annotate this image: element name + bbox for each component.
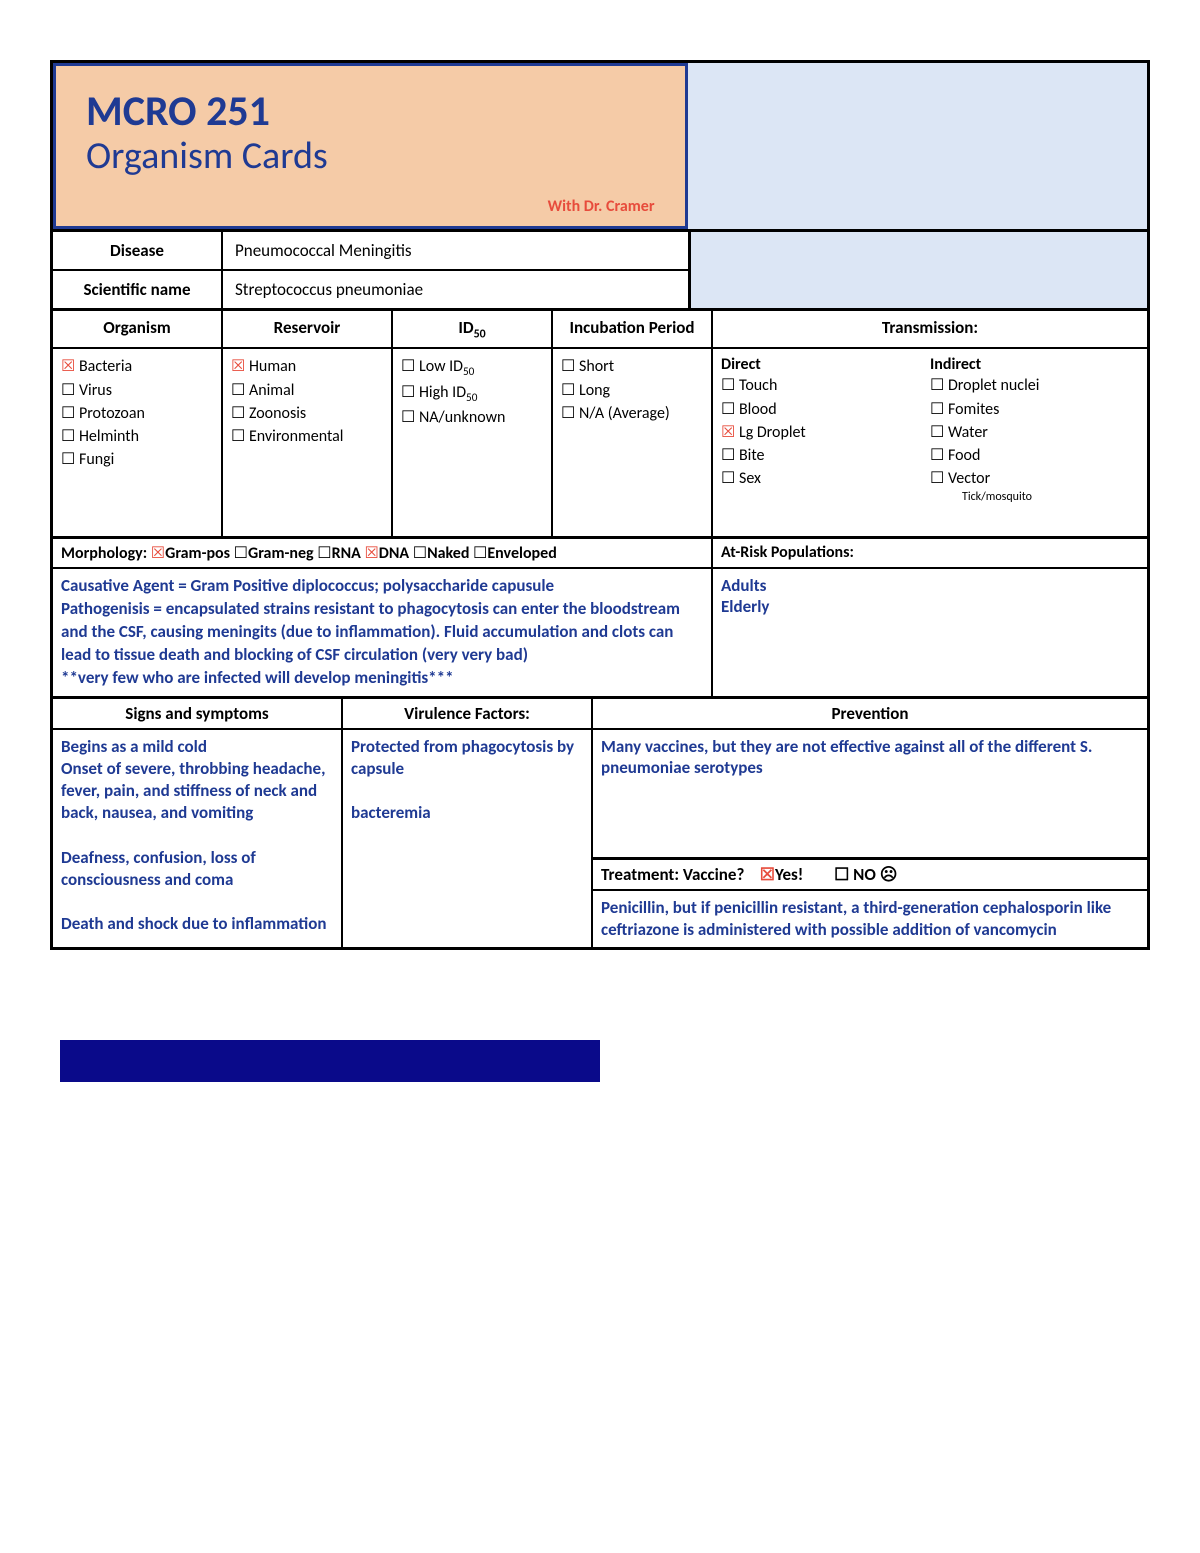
checkbox-option[interactable]: ☐ N/A (Average) <box>561 402 703 425</box>
checkbox-option[interactable]: ☐ Protozoan <box>61 402 213 425</box>
checkbox-option[interactable]: ☐ Water <box>930 421 1133 444</box>
indirect-column: Indirect ☐ Droplet nuclei☐ Fomites☐ Wate… <box>930 355 1139 504</box>
disease-side <box>691 232 1147 271</box>
pathogenesis-row: Causative Agent = Gram Positive diplococ… <box>53 569 1147 699</box>
reservoir-options: ☒ Human☐ Animal☐ Zoonosis☐ Environmental <box>223 349 393 536</box>
hdr-organism: Organism <box>53 311 223 347</box>
sciname-label: Scientific name <box>53 271 223 311</box>
checkbox-option[interactable]: ☐ NA/unknown <box>401 406 543 429</box>
incubation-options: ☐ Short☐ Long☐ N/A (Average) <box>553 349 713 536</box>
checkbox-option[interactable]: ☐ Short <box>561 355 703 378</box>
checkbox-option[interactable]: ☐ Animal <box>231 379 383 402</box>
ss-body: Begins as a mild coldOnset of severe, th… <box>53 730 343 947</box>
checkbox-option[interactable]: ☒ Bacteria <box>61 355 213 378</box>
vf-label: Virulence Factors: <box>343 699 593 728</box>
atrisk-body: AdultsElderly <box>713 569 1147 696</box>
direct-title: Direct <box>721 355 924 374</box>
hdr-reservoir: Reservoir <box>223 311 393 347</box>
checkbox-row: ☒ Bacteria☐ Virus☐ Protozoan☐ Helminth☐ … <box>53 349 1147 539</box>
pathogenesis-text: Causative Agent = Gram Positive diplococ… <box>53 569 713 696</box>
checkbox-option[interactable]: ☒ Human <box>231 355 383 378</box>
checkbox-option[interactable]: ☐ Touch <box>721 374 924 397</box>
checkbox-option[interactable]: ☐ Long <box>561 379 703 402</box>
treatment-body: Penicillin, but if penicillin resistant,… <box>593 891 1147 947</box>
id50-options: ☐ Low ID50☐ High ID50☐ NA/unknown <box>393 349 553 536</box>
sciname-side <box>691 271 1147 311</box>
checkbox-option[interactable]: ☐ Sex <box>721 467 924 490</box>
hdr-transmission: Transmission: <box>713 311 1147 347</box>
sciname-row: Scientific name Streptococcus pneumoniae <box>53 271 1147 311</box>
ssp-body: Begins as a mild coldOnset of severe, th… <box>53 730 1147 947</box>
checkbox-option[interactable]: ☐ Environmental <box>231 425 383 448</box>
disease-row: Disease Pneumococcal Meningitis <box>53 232 1147 271</box>
organism-options: ☒ Bacteria☐ Virus☐ Protozoan☐ Helminth☐ … <box>53 349 223 536</box>
indirect-title: Indirect <box>930 355 1133 374</box>
organism-card: MCRO 251 Organism Cards With Dr. Cramer … <box>50 60 1150 950</box>
professor: With Dr. Cramer <box>86 197 655 216</box>
ssp-header: Signs and symptoms Virulence Factors: Pr… <box>53 699 1147 730</box>
checkbox-option[interactable]: ☐ Droplet nuclei <box>930 374 1133 397</box>
card-title: Organism Cards <box>86 133 655 179</box>
morphology-cell: Morphology: ☒Gram-pos ☐Gram-neg ☐RNA ☒DN… <box>53 539 713 567</box>
category-header-row: Organism Reservoir ID50 Incubation Perio… <box>53 311 1147 349</box>
transmission-options: Direct ☐ Touch☐ Blood☒ Lg Droplet☐ Bite☐… <box>713 349 1147 536</box>
checkbox-option[interactable]: ☐ Bite <box>721 444 924 467</box>
sciname-value: Streptococcus pneumoniae <box>223 271 691 311</box>
course-code: MCRO 251 <box>86 86 655 137</box>
vector-note: Tick/mosquito <box>930 490 1133 504</box>
morphology-row: Morphology: ☒Gram-pos ☐Gram-neg ☐RNA ☒DN… <box>53 539 1147 569</box>
title-block: MCRO 251 Organism Cards With Dr. Cramer <box>53 63 688 229</box>
direct-column: Direct ☐ Touch☐ Blood☒ Lg Droplet☐ Bite☐… <box>721 355 930 504</box>
checkbox-option[interactable]: ☐ Zoonosis <box>231 402 383 425</box>
title-side-panel <box>688 63 1147 229</box>
prevention-treatment-column: Many vaccines, but they are not effectiv… <box>593 730 1147 947</box>
atrisk-label: At-Risk Populations: <box>713 539 1147 567</box>
checkbox-option[interactable]: ☐ Fungi <box>61 448 213 471</box>
checkbox-option[interactable]: ☐ Low ID50 <box>401 355 543 380</box>
pv-body: Many vaccines, but they are not effectiv… <box>593 730 1147 860</box>
checkbox-option[interactable]: ☒ Lg Droplet <box>721 421 924 444</box>
hdr-id50: ID50 <box>393 311 553 347</box>
pv-label: Prevention <box>593 699 1147 728</box>
title-row: MCRO 251 Organism Cards With Dr. Cramer <box>53 63 1147 232</box>
checkbox-option[interactable]: ☐ High ID50 <box>401 381 543 406</box>
hdr-incubation: Incubation Period <box>553 311 713 347</box>
disease-value: Pneumococcal Meningitis <box>223 232 691 271</box>
ss-label: Signs and symptoms <box>53 699 343 728</box>
checkbox-option[interactable]: ☐ Food <box>930 444 1133 467</box>
checkbox-option[interactable]: ☐ Virus <box>61 379 213 402</box>
treatment-header: Treatment: Vaccine? ☒Yes! ☐ NO ☹ <box>593 860 1147 891</box>
vf-body: Protected from phagocytosis by capsule b… <box>343 730 593 947</box>
checkbox-option[interactable]: ☐ Helminth <box>61 425 213 448</box>
checkbox-option[interactable]: ☐ Blood <box>721 398 924 421</box>
footer-bar <box>60 1040 600 1082</box>
checkbox-option[interactable]: ☐ Fomites <box>930 398 1133 421</box>
checkbox-option[interactable]: ☐ Vector <box>930 467 1133 490</box>
disease-label: Disease <box>53 232 223 271</box>
